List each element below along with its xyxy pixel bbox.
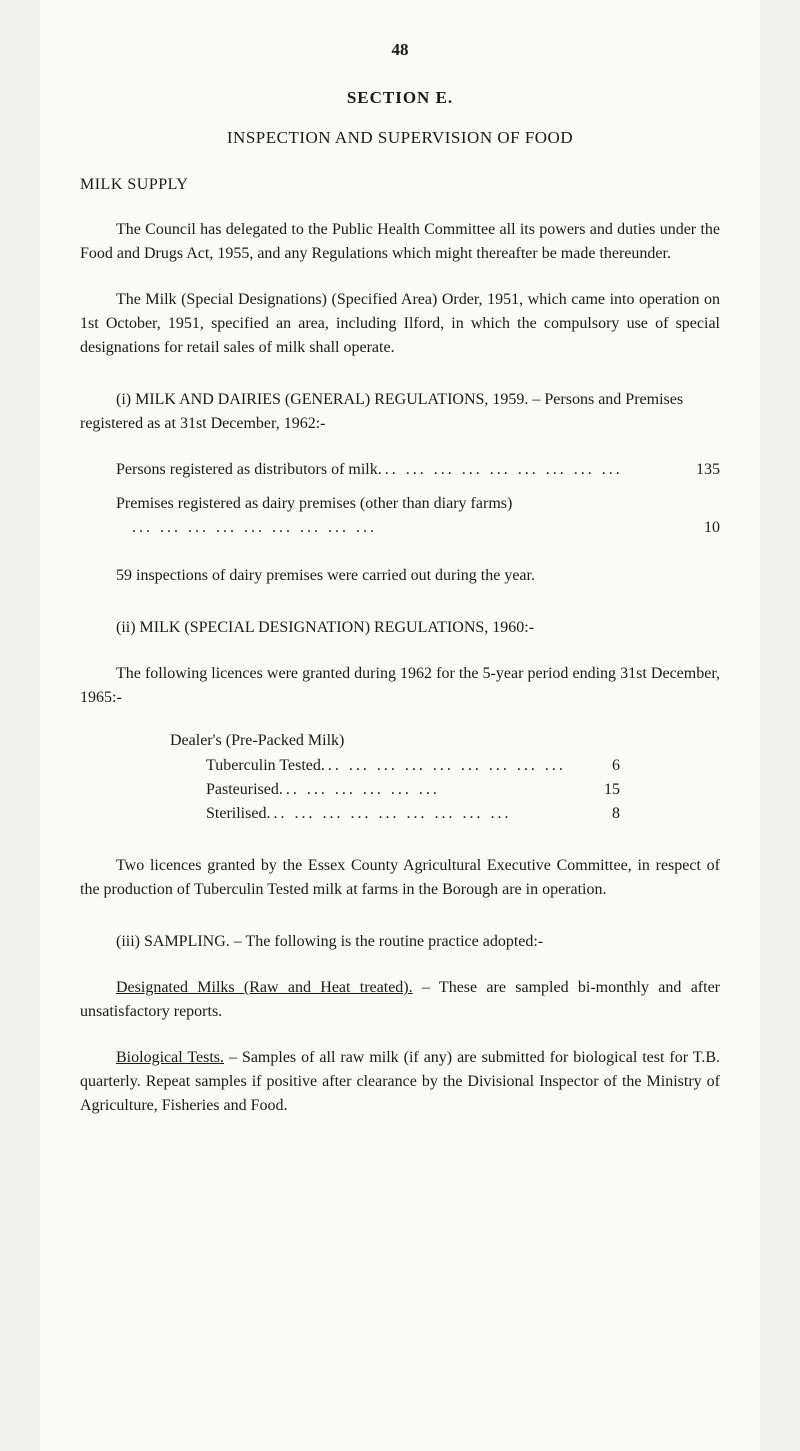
stat-value: 135 — [680, 458, 720, 482]
stat-label: Persons registered as distributors of mi… — [116, 458, 378, 482]
regulation-i-heading: (i) MILK AND DAIRIES (GENERAL) REGULATIO… — [80, 388, 720, 436]
regulation-ii-heading: (ii) MILK (SPECIAL DESIGNATION) REGULATI… — [80, 616, 720, 640]
document-page: 48 SECTION E. INSPECTION AND SUPERVISION… — [40, 0, 760, 1451]
dealer-block: Dealer's (Pre-Packed Milk) Tuberculin Te… — [170, 732, 720, 826]
biological-tests-label: Biological Tests. — [116, 1049, 224, 1066]
dealer-value: 8 — [590, 802, 720, 826]
dots-fill: ... ... ... ... ... ... ... ... ... — [132, 516, 680, 540]
stat-line: Premises registered as dairy premises (o… — [116, 492, 720, 540]
paragraph: The Council has delegated to the Public … — [80, 218, 720, 266]
dealer-value: 6 — [590, 754, 720, 778]
paragraph: Biological Tests. – Samples of all raw m… — [80, 1046, 720, 1118]
dots-fill: ... ... ... ... ... ... ... ... ... — [266, 802, 590, 826]
designated-milks-label: Designated Milks (Raw and Heat treated). — [116, 979, 413, 996]
section-subtitle: INSPECTION AND SUPERVISION OF FOOD — [80, 128, 720, 148]
milk-supply-heading: MILK SUPPLY — [80, 176, 720, 194]
paragraph: Designated Milks (Raw and Heat treated).… — [80, 976, 720, 1024]
page-number: 48 — [80, 40, 720, 60]
dealer-label: Tuberculin Tested — [206, 754, 321, 778]
paragraph: The following licences were granted duri… — [80, 662, 720, 710]
paragraph: 59 inspections of dairy premises were ca… — [80, 564, 720, 588]
stat-value: 10 — [680, 516, 720, 540]
dealer-label: Sterilised — [206, 802, 266, 826]
sampling-heading: (iii) SAMPLING. – The following is the r… — [80, 930, 720, 954]
paragraph: The Milk (Special Designations) (Specifi… — [80, 288, 720, 360]
dealer-line: Sterilised ... ... ... ... ... ... ... .… — [206, 802, 720, 826]
dots-fill: ... ... ... ... ... ... — [279, 778, 590, 802]
dealer-line: Pasteurised ... ... ... ... ... ... 15 — [206, 778, 720, 802]
stat-line: Persons registered as distributors of mi… — [116, 458, 720, 482]
paragraph: Two licences granted by the Essex County… — [80, 854, 720, 902]
dots-fill: ... ... ... ... ... ... ... ... ... — [378, 458, 680, 482]
dots-fill: ... ... ... ... ... ... ... ... ... — [321, 754, 590, 778]
dealer-label: Pasteurised — [206, 778, 279, 802]
dealer-value: 15 — [590, 778, 720, 802]
section-title: SECTION E. — [80, 88, 720, 108]
dealer-line: Tuberculin Tested ... ... ... ... ... ..… — [206, 754, 720, 778]
stat-label: Premises registered as dairy premises (o… — [116, 492, 512, 516]
dealer-title: Dealer's (Pre-Packed Milk) — [170, 732, 720, 750]
